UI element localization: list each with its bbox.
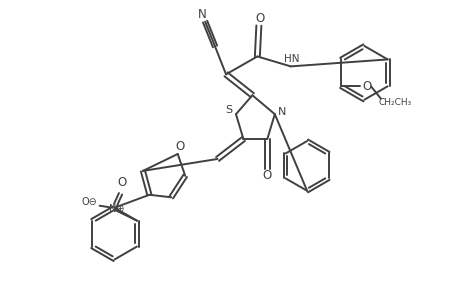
Text: N: N: [277, 107, 285, 117]
Text: O⊖: O⊖: [82, 197, 97, 207]
Text: O: O: [117, 176, 126, 189]
Text: HN: HN: [283, 54, 299, 64]
Text: O: O: [362, 80, 371, 93]
Text: O: O: [175, 140, 185, 152]
Text: CH₂CH₃: CH₂CH₃: [377, 98, 411, 107]
Text: N⊕: N⊕: [109, 204, 124, 214]
Text: O: O: [262, 169, 271, 182]
Text: N: N: [198, 8, 207, 21]
Text: O: O: [255, 12, 264, 25]
Text: S: S: [225, 105, 232, 115]
